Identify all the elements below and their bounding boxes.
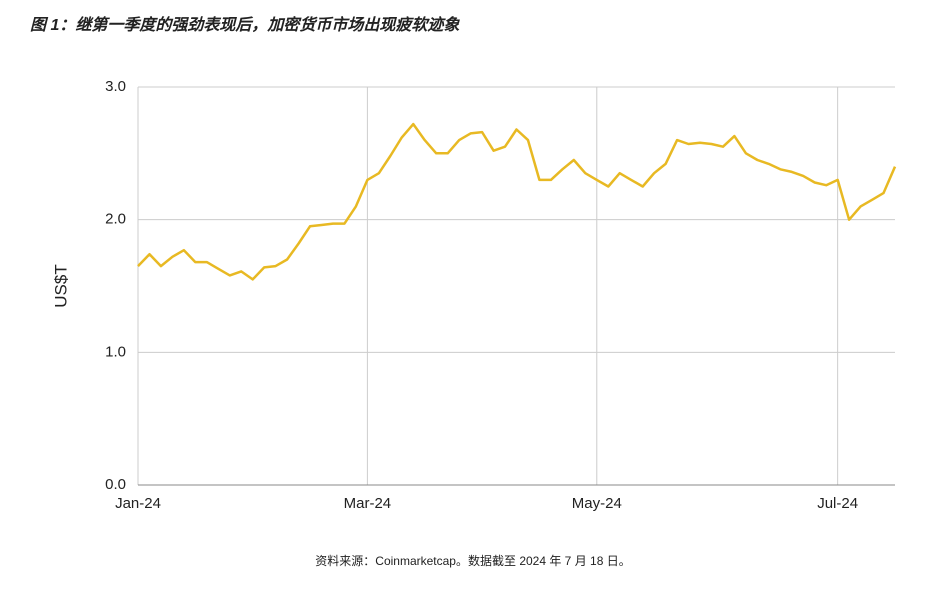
x-tick-label: May-24: [572, 495, 622, 512]
y-tick-label: 1.0: [105, 343, 126, 360]
y-tick-label: 3.0: [105, 78, 126, 95]
x-tick-label: Mar-24: [344, 495, 392, 512]
source-note: 资料来源：Coinmarketcap。数据截至 2024 年 7 月 18 日。: [315, 553, 630, 568]
x-tick-label: Jul-24: [817, 495, 858, 512]
x-tick-label: Jan-24: [115, 495, 161, 512]
chart-title: 图 1：继第一季度的强劲表现后，加密货币市场出现疲软迹象: [30, 16, 460, 34]
y-tick-label: 0.0: [105, 476, 126, 493]
line-series: [137, 122, 897, 281]
y-axis-label: US$T: [51, 264, 70, 307]
y-tick-label: 2.0: [105, 211, 126, 228]
